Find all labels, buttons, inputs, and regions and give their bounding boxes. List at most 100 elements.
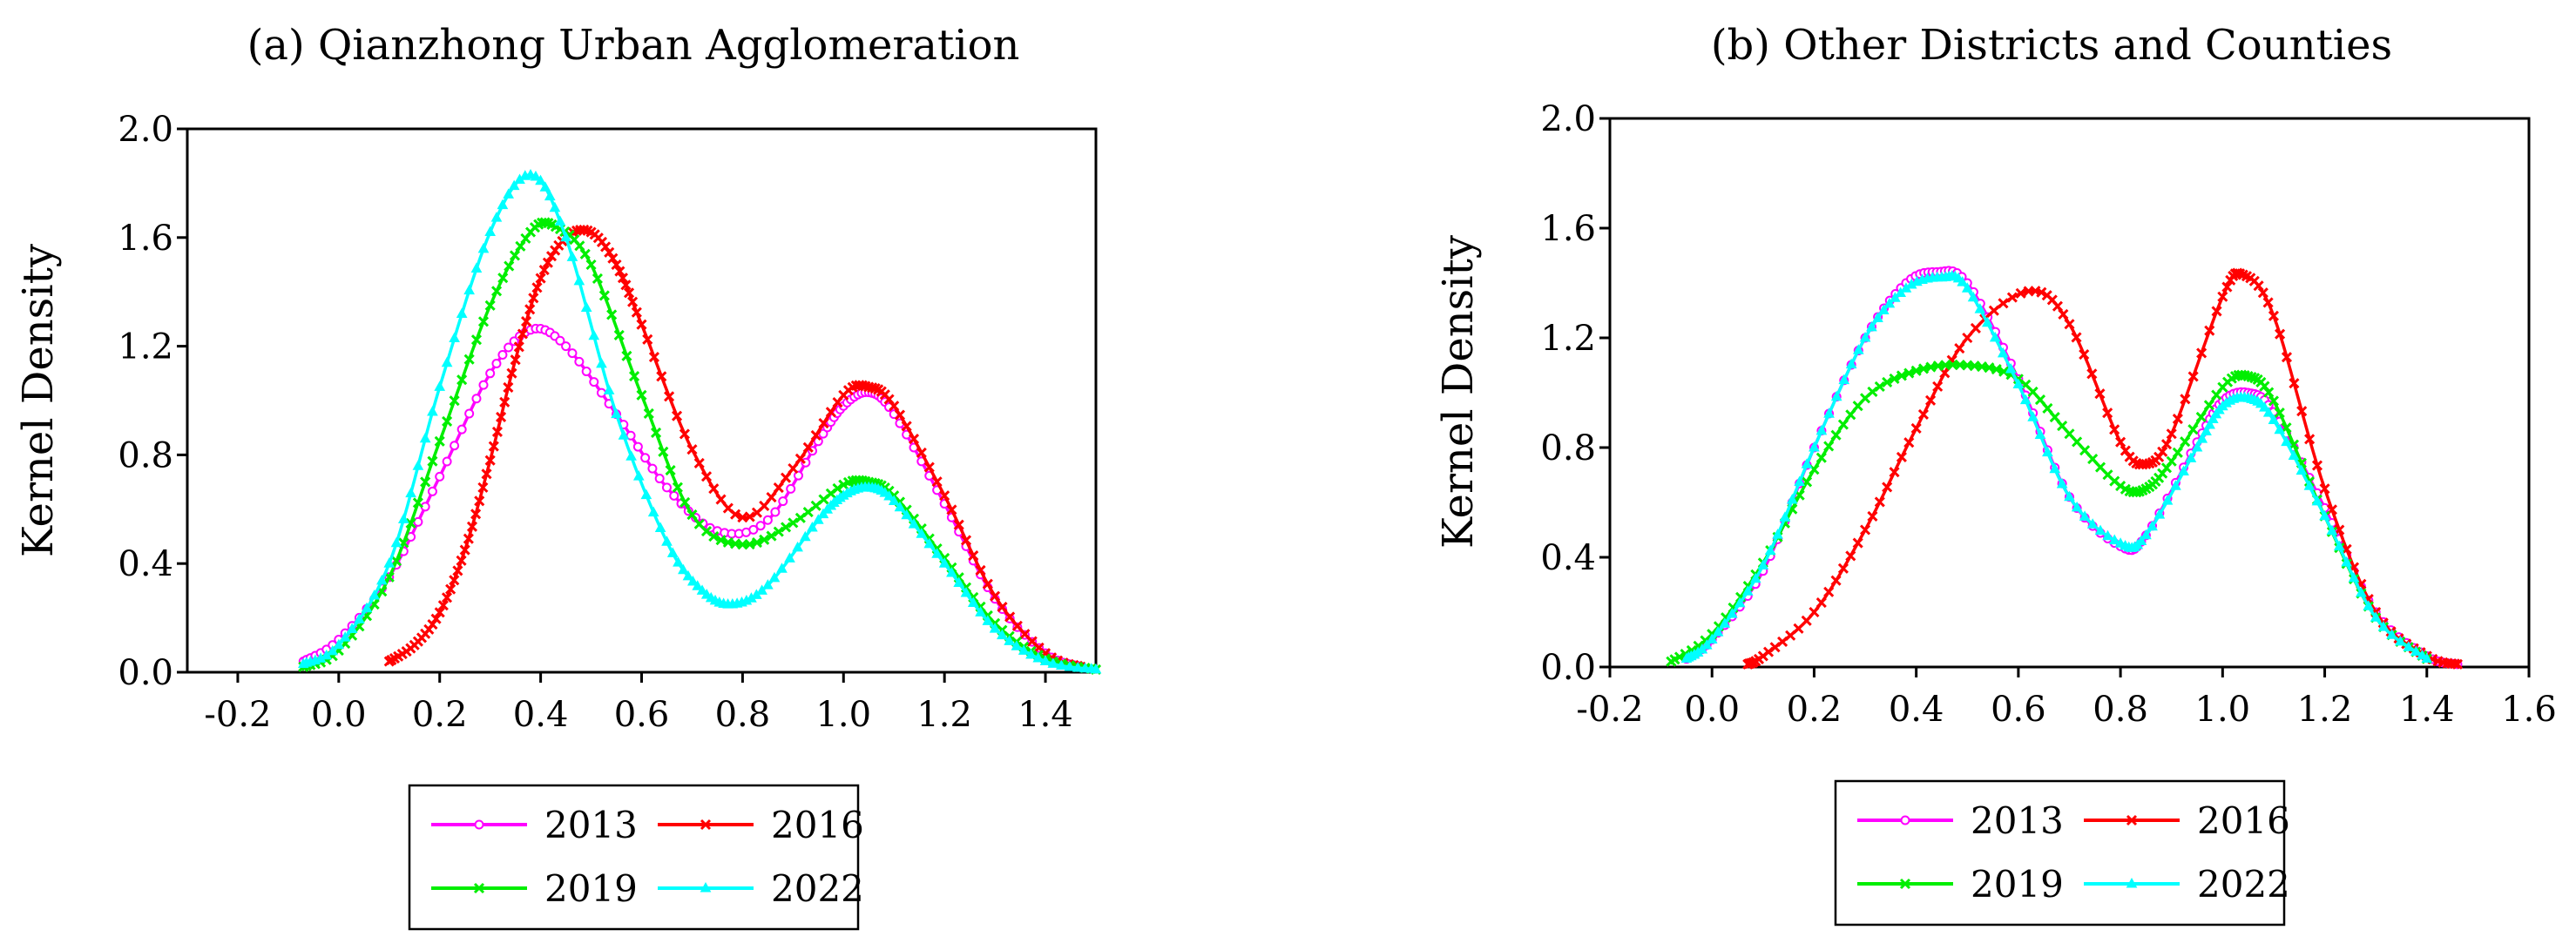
data-point-2022 — [1772, 529, 1783, 539]
data-point-2016 — [542, 257, 553, 268]
data-point-2022 — [484, 226, 497, 237]
data-point-2022 — [573, 274, 585, 286]
data-point-2016 — [802, 441, 814, 453]
data-point-2022 — [938, 557, 950, 568]
data-point-2016 — [982, 578, 993, 590]
data-point-2013 — [485, 368, 496, 379]
data-point-2022 — [2178, 465, 2189, 476]
data-point-2019 — [2034, 394, 2046, 406]
data-point-2016 — [2071, 332, 2082, 343]
legend-label: 2016 — [771, 804, 864, 846]
data-point-2022 — [376, 574, 388, 585]
data-point-2016 — [1801, 615, 1812, 626]
data-point-2019 — [1984, 362, 1995, 374]
data-point-2016 — [1019, 629, 1031, 640]
data-point-2022 — [692, 580, 704, 590]
data-point-2019 — [2187, 424, 2199, 435]
data-point-2019 — [490, 286, 503, 297]
data-point-2022 — [1809, 441, 1820, 452]
data-point-2016 — [2311, 460, 2323, 471]
data-point-2016 — [513, 341, 524, 353]
data-point-2016 — [427, 619, 438, 630]
data-point-2016 — [788, 462, 799, 475]
x-tick-label: -0.2 — [204, 695, 271, 735]
data-point-2019 — [1998, 366, 2010, 377]
data-point-2022 — [982, 615, 994, 625]
x-tick-label: 0.8 — [715, 695, 771, 735]
data-point-2016 — [1852, 537, 1863, 549]
data-point-2016 — [1910, 422, 1922, 435]
data-point-2022 — [463, 284, 475, 295]
data-point-2016 — [484, 455, 496, 466]
data-point-2022 — [434, 381, 446, 391]
data-point-2013 — [504, 342, 514, 353]
data-point-2019 — [504, 260, 515, 272]
y-tick-label: 0.8 — [118, 435, 173, 475]
data-point-2016 — [463, 533, 474, 544]
legend-item-2022: 2022 — [2084, 863, 2290, 906]
data-point-2022 — [2056, 478, 2068, 488]
data-point-2022 — [1726, 608, 1738, 618]
data-point-2013 — [471, 394, 482, 404]
data-point-2016 — [810, 429, 821, 441]
data-point-2022 — [696, 584, 708, 595]
data-point-2013 — [654, 474, 665, 484]
data-point-2022 — [1719, 617, 1731, 628]
data-point-2016 — [2289, 378, 2300, 389]
data-point-2022 — [2403, 641, 2415, 651]
data-point-2016 — [744, 511, 755, 522]
data-point-2022 — [2377, 621, 2390, 631]
data-point-2022 — [894, 501, 906, 512]
series-2022 — [1680, 270, 2433, 664]
data-point-2022 — [1700, 639, 1713, 650]
data-point-2019 — [2195, 411, 2207, 422]
data-point-2019 — [665, 465, 676, 476]
data-point-2022 — [2370, 611, 2382, 622]
data-point-2022 — [449, 332, 460, 342]
legend-label: 2016 — [2197, 799, 2290, 842]
y-tick-label: 1.6 — [118, 219, 173, 259]
legend-label: 2022 — [2197, 863, 2290, 906]
y-tick-label: 2.0 — [1540, 99, 1596, 139]
data-point-2016 — [1011, 620, 1023, 631]
data-point-2016 — [488, 441, 499, 452]
data-point-2016 — [531, 282, 543, 293]
data-point-2016 — [1845, 550, 1856, 562]
data-point-2016 — [445, 583, 456, 595]
data-point-2016 — [528, 293, 539, 304]
data-point-2016 — [2211, 306, 2222, 317]
data-point-2016 — [1925, 394, 1937, 406]
data-point-2022 — [2042, 446, 2053, 457]
data-point-2016 — [2449, 658, 2461, 670]
x-tick-label: 0.6 — [614, 695, 670, 735]
data-point-2019 — [2094, 462, 2106, 473]
data-point-2013 — [478, 380, 489, 390]
data-point-2016 — [2180, 394, 2191, 405]
data-point-2016 — [1785, 630, 1796, 641]
data-point-2019 — [766, 530, 777, 542]
data-point-2022 — [756, 584, 767, 595]
data-point-2022 — [603, 384, 615, 394]
data-point-2016 — [614, 266, 625, 277]
data-point-2019 — [2166, 455, 2177, 467]
data-point-2016 — [1896, 451, 1907, 463]
data-point-2016 — [430, 613, 442, 624]
data-point-2022 — [1859, 331, 1871, 342]
data-point-2016 — [648, 352, 660, 363]
x-tick-label: 0.2 — [412, 695, 468, 735]
data-point-2013 — [661, 482, 672, 493]
data-point-2016 — [545, 251, 558, 262]
data-point-2016 — [1889, 467, 1900, 478]
data-point-2016 — [517, 328, 528, 340]
data-point-2016 — [1809, 606, 1820, 618]
legend-item-2019: 2019 — [431, 867, 638, 910]
x-tick-label: 0.8 — [2093, 690, 2148, 730]
data-point-2022 — [1845, 358, 1857, 369]
data-point-2016 — [2094, 388, 2106, 400]
chart-title: (a) Qianzhong Urban Agglomeration — [247, 21, 1020, 70]
y-axis-label: Kernel Density — [1434, 235, 1483, 549]
data-point-2016 — [818, 418, 829, 429]
plot-frame — [186, 127, 1098, 674]
data-point-2013 — [640, 453, 651, 463]
data-point-2016 — [481, 468, 492, 480]
